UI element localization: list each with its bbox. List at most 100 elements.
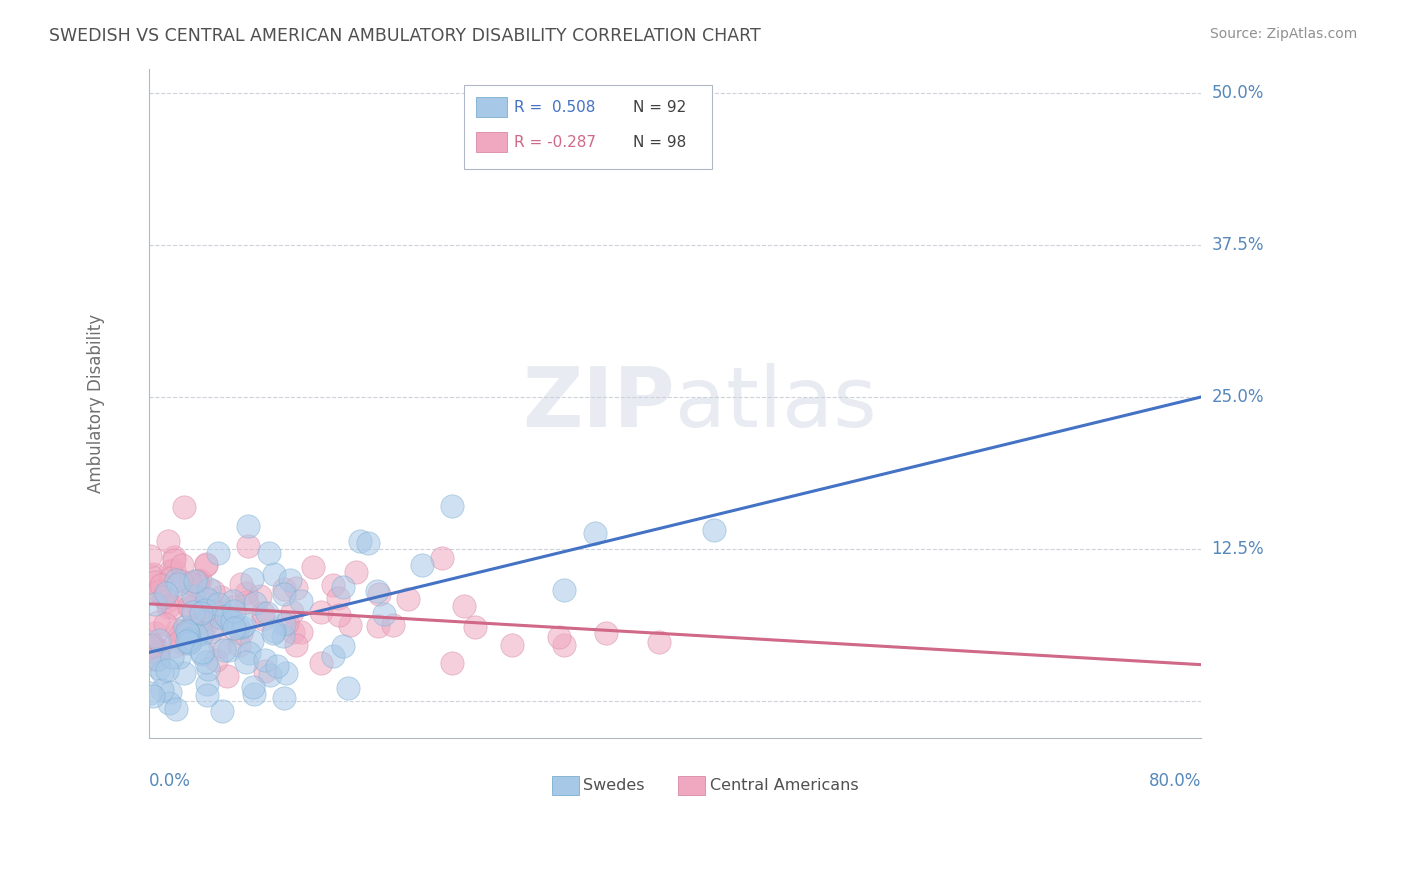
Point (211, 704, 233, 718)
Point (179, 636, 201, 650)
Point (191, 626, 214, 640)
Point (276, 616, 298, 631)
Point (146, 585, 169, 599)
Point (142, 638, 165, 652)
Point (430, 550, 453, 565)
Point (150, 665, 173, 679)
Point (157, 534, 180, 549)
Point (187, 601, 209, 615)
Point (160, 571, 183, 585)
Point (396, 592, 419, 607)
Point (148, 648, 170, 663)
Point (143, 626, 166, 640)
Point (180, 600, 202, 615)
Point (197, 662, 219, 676)
Point (259, 667, 281, 681)
Point (212, 643, 235, 657)
Text: SWEDISH VS CENTRAL AMERICAN AMBULATORY DISABILITY CORRELATION CHART: SWEDISH VS CENTRAL AMERICAN AMBULATORY D… (49, 27, 761, 45)
Text: N = 92: N = 92 (633, 100, 686, 115)
Point (156, 600, 179, 615)
Point (273, 582, 295, 596)
Point (271, 629, 294, 643)
Point (156, 594, 179, 608)
Point (148, 661, 170, 675)
Point (349, 533, 371, 548)
Point (309, 605, 332, 619)
FancyBboxPatch shape (477, 96, 506, 117)
Point (368, 587, 391, 601)
Point (194, 655, 217, 669)
Text: atlas: atlas (675, 362, 876, 443)
Point (238, 539, 260, 553)
Point (166, 623, 188, 637)
Point (242, 687, 264, 701)
Point (226, 620, 249, 634)
Point (231, 620, 253, 634)
Point (648, 635, 671, 649)
Point (252, 606, 274, 620)
Point (242, 680, 264, 694)
Point (179, 635, 201, 649)
Point (231, 577, 253, 591)
Point (252, 612, 274, 626)
Point (224, 604, 246, 618)
Point (159, 564, 181, 578)
Point (159, 684, 181, 698)
Point (179, 575, 201, 590)
Point (156, 663, 179, 677)
Point (146, 615, 169, 629)
FancyBboxPatch shape (477, 132, 506, 153)
Point (167, 577, 190, 591)
Point (173, 665, 195, 680)
Point (148, 633, 170, 648)
Point (170, 624, 193, 639)
Point (464, 620, 486, 634)
Point (283, 625, 305, 640)
Point (326, 591, 349, 605)
Point (285, 638, 308, 652)
Point (441, 499, 464, 513)
Point (176, 634, 198, 648)
Point (160, 650, 183, 665)
Point (254, 653, 277, 667)
Point (170, 574, 193, 588)
Point (411, 558, 433, 573)
Text: Central Americans: Central Americans (710, 779, 858, 793)
Point (290, 593, 312, 607)
Text: 25.0%: 25.0% (1212, 388, 1264, 406)
Point (201, 584, 224, 599)
Point (278, 573, 301, 587)
Point (302, 560, 325, 574)
Text: Ambulatory Disability: Ambulatory Disability (87, 313, 105, 492)
Point (139, 569, 162, 583)
Point (285, 581, 308, 595)
Point (367, 619, 389, 633)
Point (337, 681, 360, 696)
Point (139, 549, 162, 564)
Point (162, 599, 184, 614)
Point (263, 624, 285, 638)
Point (190, 606, 212, 620)
Point (218, 643, 240, 657)
Point (366, 583, 388, 598)
Point (238, 646, 260, 660)
Point (184, 574, 207, 588)
Text: R =  0.508: R = 0.508 (513, 100, 595, 115)
Point (209, 639, 232, 653)
Text: 80.0%: 80.0% (1149, 772, 1201, 789)
FancyBboxPatch shape (678, 776, 706, 795)
Point (153, 617, 176, 632)
Point (181, 620, 204, 634)
Point (229, 626, 252, 640)
Point (190, 614, 212, 628)
Point (194, 557, 217, 571)
Point (162, 563, 184, 577)
Text: 50.0%: 50.0% (1212, 84, 1264, 102)
Point (143, 574, 166, 589)
Point (191, 645, 214, 659)
Point (172, 636, 194, 650)
Point (191, 648, 214, 662)
Point (266, 659, 288, 673)
Point (181, 605, 204, 619)
Point (173, 500, 195, 514)
